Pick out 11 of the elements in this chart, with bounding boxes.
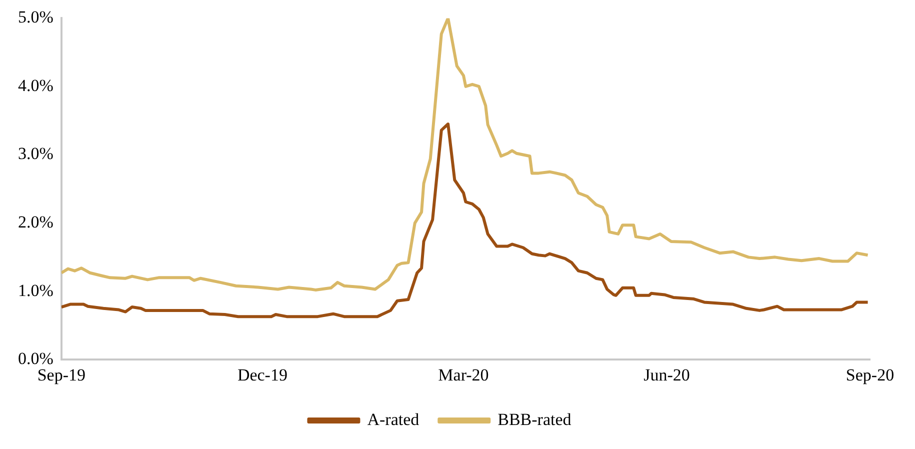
- y-tick-label: 4.0%: [18, 76, 54, 95]
- y-tick-label: 2.0%: [18, 212, 54, 232]
- x-tick-label: Sep-20: [846, 365, 894, 384]
- y-tick-label: 5.0%: [18, 8, 54, 27]
- x-tick-label: Dec-19: [237, 365, 288, 384]
- legend-label: A-rated: [367, 410, 420, 429]
- x-tick-label: Mar-20: [438, 365, 489, 384]
- y-tick-label: 3.0%: [18, 144, 54, 164]
- x-tick-label: Jun-20: [644, 365, 690, 384]
- y-tick-label: 1.0%: [18, 280, 54, 300]
- legend-label: BBB-rated: [498, 410, 572, 429]
